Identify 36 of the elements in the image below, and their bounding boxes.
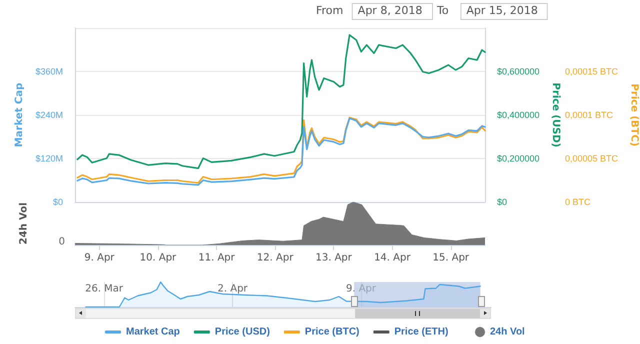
x-tick-label: 14. Apr — [374, 252, 412, 264]
legend-label: Price (BTC) — [304, 326, 360, 338]
y-axis-title: 24h Vol — [18, 202, 30, 245]
x-tick-label: 15. Apr — [432, 252, 470, 264]
y3-tick-label: 0,00015 BTC — [565, 66, 619, 76]
x-tick-label: 12. Apr — [256, 252, 294, 264]
legend-label: Price (ETH) — [394, 326, 448, 338]
x-tick-label: 2. Apr — [218, 284, 248, 294]
y-axis-title: Market Cap — [14, 82, 26, 148]
y3-tick-label: 0,00005 BTC — [565, 154, 619, 164]
legend-label: 24h Vol — [490, 326, 526, 338]
text: Apr 15, 2018 — [466, 4, 538, 17]
y3-axis-title: Price (BTC) — [628, 84, 640, 146]
y-tick-label: $0 — [52, 197, 63, 207]
x-tick-label: 13. Apr — [315, 252, 353, 264]
legend-label: Price (USD) — [214, 326, 270, 338]
y2-tick-label: $0,200000 — [497, 154, 540, 164]
line-series — [76, 34, 486, 170]
x-tick-label: 9. Apr — [84, 252, 116, 264]
y3-tick-label: 0 BTC — [565, 197, 592, 207]
legend-label: Market Cap — [126, 326, 180, 338]
y2-axis-title: Price (USD) — [550, 82, 561, 148]
y2-tick-label: $0,400000 — [497, 110, 540, 120]
x-tick-label: 26. Mar — [85, 284, 124, 294]
text: To — [436, 4, 449, 17]
y2-tick-label: $0,600000 — [497, 66, 540, 76]
text: 0 — [58, 236, 66, 248]
text: Apr 8, 2018 — [358, 4, 422, 17]
y3-tick-label: 0,0001 BTC — [565, 110, 614, 120]
y2-tick-label: $0 — [497, 197, 508, 207]
x-tick-label: 10. Apr — [140, 252, 178, 264]
text: From — [316, 4, 344, 17]
y-tick-label: $360M — [35, 66, 63, 76]
y-tick-label: $240M — [35, 110, 63, 120]
y-tick-label: $120M — [35, 154, 63, 164]
x-tick-label: 11. Apr — [198, 252, 236, 264]
